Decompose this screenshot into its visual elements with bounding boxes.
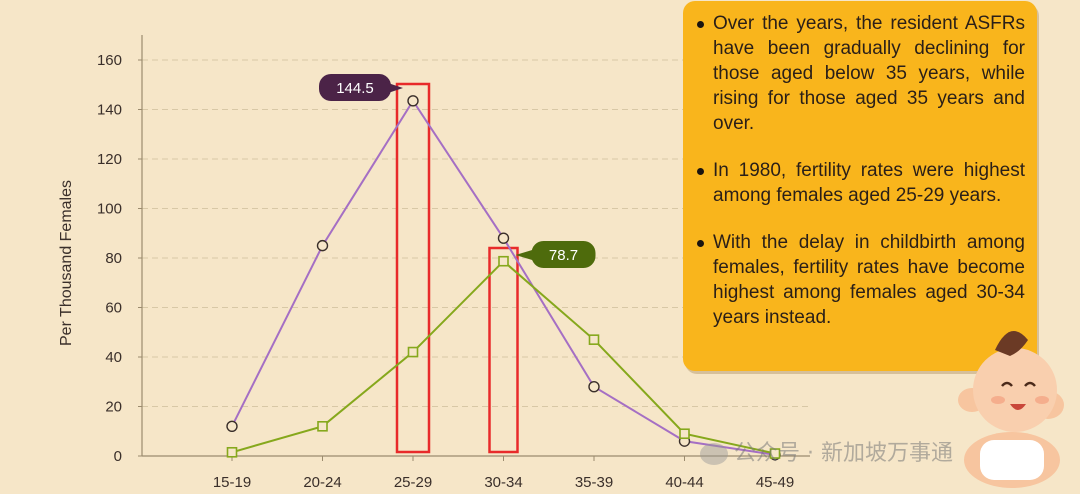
value-callouts: 144.5 78.7 xyxy=(319,74,596,268)
data-point xyxy=(498,255,509,267)
callout-label: 78.7 xyxy=(549,247,578,264)
grid xyxy=(142,59,810,407)
highlight-box xyxy=(395,82,431,454)
data-point xyxy=(226,420,238,432)
data-point xyxy=(679,428,690,440)
data-point xyxy=(317,420,328,432)
data-point xyxy=(769,448,781,459)
callout-pointer xyxy=(385,82,403,94)
highlight-boxes xyxy=(395,82,519,454)
insight-bullet: With the delay in childbirth among femal… xyxy=(693,230,1025,330)
data-point xyxy=(588,334,600,345)
data-point xyxy=(588,381,600,393)
x-tick-label: 35-39 xyxy=(575,474,613,491)
watermark: 公众号 · 新加坡万事通 xyxy=(700,435,953,467)
y-tick-label: 40 xyxy=(105,349,122,366)
y-tick-label: 0 xyxy=(114,448,122,465)
callout: 144.5 xyxy=(319,74,403,101)
baby-illustration xyxy=(958,331,1064,488)
data-point xyxy=(407,95,419,107)
wechat-icon xyxy=(700,443,728,465)
y-tick-label: 120 xyxy=(97,151,122,168)
callout-bubble xyxy=(531,241,596,268)
x-tick-labels: 15-19 20-24 25-29 30-34 35-39 40-44 45-49 xyxy=(213,474,794,491)
data-point xyxy=(226,446,238,458)
y-tick-label: 80 xyxy=(105,250,122,267)
callout-bubble xyxy=(319,74,391,101)
y-tick-label: 160 xyxy=(97,52,122,69)
insight-bullet: In 1980, fertility rates were highest am… xyxy=(693,158,1025,208)
callout-pointer xyxy=(515,249,536,261)
y-tick-label: 60 xyxy=(105,300,122,317)
x-tick-label: 30-34 xyxy=(484,474,522,491)
series-1 xyxy=(226,255,781,459)
bullet-icon xyxy=(697,21,704,28)
insight-bullet: Over the years, the resident ASFRs have … xyxy=(693,11,1025,136)
series-lines xyxy=(226,95,781,461)
y-axis-label: Per Thousand Females xyxy=(58,180,75,346)
insight-list: Over the years, the resident ASFRs have … xyxy=(693,11,1025,330)
callout-label: 144.5 xyxy=(336,80,374,97)
x-tick-label: 25-29 xyxy=(394,474,432,491)
callout: 78.7 xyxy=(515,241,596,268)
data-point xyxy=(316,239,329,252)
y-tick-label: 20 xyxy=(105,399,122,416)
x-tick-label: 15-19 xyxy=(213,474,251,491)
bullet-icon xyxy=(697,168,704,175)
highlight-box xyxy=(488,246,519,454)
data-point xyxy=(497,232,510,244)
y-tick-label: 140 xyxy=(97,102,122,119)
x-tick-label: 45-49 xyxy=(756,474,794,491)
y-tick-label: 100 xyxy=(97,201,122,218)
x-tick-label: 40-44 xyxy=(665,474,703,491)
x-tick-label: 20-24 xyxy=(303,474,341,491)
data-point xyxy=(407,346,419,358)
bullet-icon xyxy=(697,240,704,247)
y-tick-labels: 0 20 40 60 80 100 120 140 160 xyxy=(97,52,122,465)
insight-panel: Over the years, the resident ASFRs have … xyxy=(683,1,1037,371)
